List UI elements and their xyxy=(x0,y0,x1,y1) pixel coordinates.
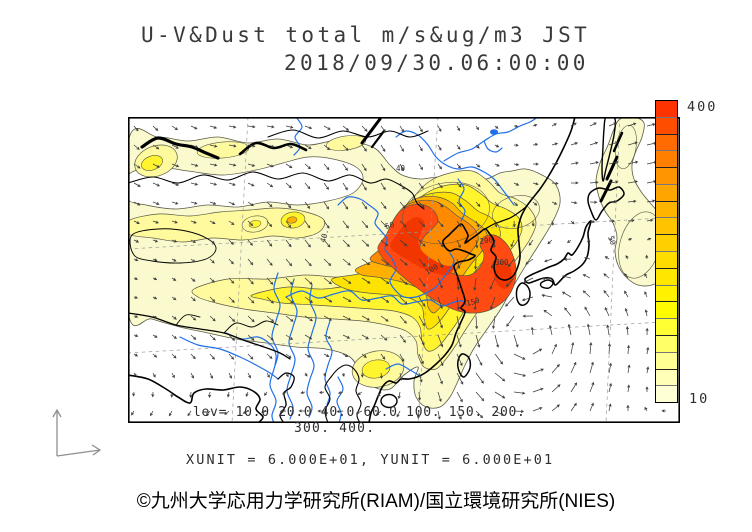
colorbar-segment xyxy=(656,318,677,335)
map-frame xyxy=(127,117,680,423)
coastline-layer xyxy=(126,115,625,424)
colorbar-segment xyxy=(656,385,677,403)
colorbar-segment xyxy=(656,284,677,302)
colorbar-segment xyxy=(656,368,677,386)
colorbar-segment xyxy=(656,234,677,252)
colorbar-segment xyxy=(656,251,677,268)
colorbar-segment xyxy=(656,183,677,201)
colorbar-segment xyxy=(656,133,677,151)
colorbar-segment xyxy=(656,267,677,285)
colorbar-segment xyxy=(656,301,677,319)
colorbar-segment xyxy=(656,116,677,134)
contour-levels-line1: lev= 10.0 20.0 40.0 60.0 100. 150. 200. xyxy=(193,405,526,420)
svg-text:150: 150 xyxy=(465,296,481,308)
colorbar-segment xyxy=(656,101,677,117)
map-panel: 40. 50 100 150 200 300 40 50 xyxy=(89,98,680,424)
colorbar-max-label: 400 xyxy=(687,99,718,115)
copyright-text: ©九州大学応用力学研究所(RIAM)/国立環境研究所(NIES) xyxy=(136,491,616,512)
colorbar-segment xyxy=(656,217,677,235)
wind-vector-layer xyxy=(130,122,676,420)
plot-title: U-V&Dust total m/s&ug/m3 JST xyxy=(141,23,591,47)
svg-text:50: 50 xyxy=(384,220,396,231)
svg-text:50: 50 xyxy=(606,235,618,247)
svg-text:40.: 40. xyxy=(318,228,330,243)
svg-text:200: 200 xyxy=(479,235,494,246)
svg-text:40: 40 xyxy=(396,164,406,173)
colorbar-min-label: 10 xyxy=(689,391,710,407)
graticule-layer xyxy=(127,116,680,424)
contour-levels-line2: 300. 400. xyxy=(294,421,376,436)
colorbar xyxy=(655,100,678,403)
colorbar-segment xyxy=(656,351,677,369)
colorbar-segment xyxy=(656,200,677,218)
colorbar-segment xyxy=(656,167,677,184)
colorbar-segment xyxy=(656,150,677,168)
plot-timestamp: 2018/09/30.06:00:00 xyxy=(284,51,589,75)
vector-units-label: XUNIT = 6.000E+01, YUNIT = 6.000E+01 xyxy=(186,452,555,468)
axis-orientation-icon xyxy=(52,408,102,457)
colorbar-segment xyxy=(656,334,677,352)
svg-text:300: 300 xyxy=(495,258,509,267)
